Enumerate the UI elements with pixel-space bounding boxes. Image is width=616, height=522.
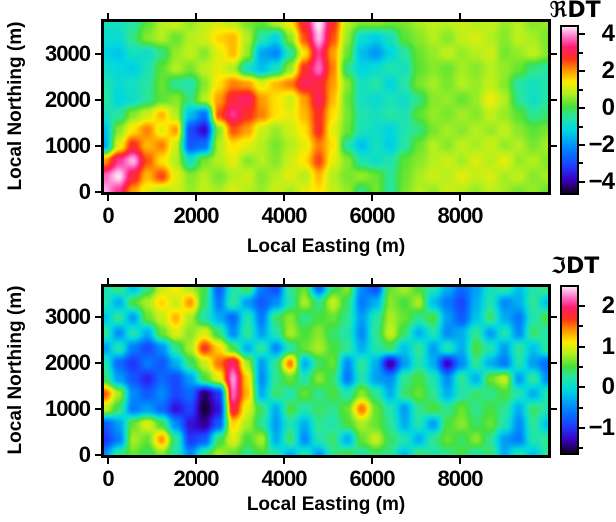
- y-tick-mark-right: [551, 53, 557, 55]
- x-tick-mark-top: [283, 13, 285, 19]
- colorbar-minor-tick-mark: [579, 447, 583, 449]
- x-tick-label: 2000: [173, 203, 220, 228]
- x-tick-label: 4000: [261, 466, 308, 491]
- colorbar-minor-tick-mark: [579, 89, 583, 91]
- x-tick-label: 6000: [349, 203, 396, 228]
- y-tick-mark-right: [551, 316, 557, 318]
- x-tick-label: 6000: [349, 466, 396, 491]
- x-tick-mark-top: [459, 13, 461, 19]
- y-tick-label: 2000: [45, 350, 91, 375]
- y-tick-mark-right: [551, 362, 557, 364]
- y-tick-mark: [95, 362, 101, 364]
- y-tick-label: 3000: [45, 41, 91, 66]
- x-tick-mark: [283, 458, 285, 464]
- colorbar-tick-label: 0: [601, 94, 615, 121]
- colorbar-tick-mark: [579, 70, 585, 72]
- x-tick-mark-top: [371, 278, 373, 284]
- colorbar-minor-tick-mark: [579, 325, 583, 327]
- colorbar-minor-tick-mark: [579, 126, 583, 128]
- y-tick-label: 0: [78, 179, 91, 204]
- colorbar-title-imag: ℑDT: [550, 254, 600, 279]
- y-tick-mark: [95, 53, 101, 55]
- colorbar-tick-label: 1: [601, 333, 615, 360]
- heatmap-imag: [104, 287, 548, 455]
- y-tick-mark: [95, 408, 101, 410]
- x-tick-mark: [107, 195, 109, 201]
- colorbar-minor-tick-mark: [579, 162, 583, 164]
- y-tick-label: 2000: [45, 87, 91, 112]
- x-tick-mark: [283, 195, 285, 201]
- x-axis-label-imag: Local Easting (m): [246, 494, 406, 515]
- colorbar-tick-label: 2: [601, 57, 615, 84]
- colorbar-tick-mark: [579, 181, 585, 183]
- y-tick-mark-right: [551, 145, 557, 147]
- colorbar-tick-label: 4: [601, 20, 615, 47]
- y-tick-label: 0: [78, 442, 91, 467]
- heatmap-frame-imag: [101, 284, 551, 458]
- x-tick-mark-top: [195, 13, 197, 19]
- colorbar-minor-tick-mark: [579, 366, 583, 368]
- x-tick-label: 0: [102, 203, 114, 228]
- x-tick-label: 4000: [261, 203, 308, 228]
- colorbar-frame-real: [560, 25, 579, 195]
- colorbar-tick-label: −4: [588, 168, 615, 195]
- y-tick-mark: [95, 191, 101, 193]
- y-tick-label: 1000: [45, 133, 91, 158]
- x-tick-mark: [107, 458, 109, 464]
- colorbar-minor-tick-mark: [579, 407, 583, 409]
- colorbar-imag: [562, 287, 577, 453]
- x-tick-mark: [195, 458, 197, 464]
- x-tick-mark: [371, 458, 373, 464]
- colorbar-real: [562, 27, 577, 193]
- x-tick-mark-top: [195, 278, 197, 284]
- x-tick-mark-top: [107, 13, 109, 19]
- x-tick-label: 8000: [437, 466, 484, 491]
- y-tick-mark: [95, 99, 101, 101]
- x-tick-mark: [459, 458, 461, 464]
- x-tick-mark: [459, 195, 461, 201]
- colorbar-tick-mark: [579, 386, 585, 388]
- colorbar-frame-imag: [560, 285, 579, 455]
- x-tick-mark-top: [107, 278, 109, 284]
- heatmap-real: [104, 22, 548, 192]
- x-tick-mark-top: [459, 278, 461, 284]
- colorbar-tick-mark: [579, 144, 585, 146]
- y-tick-label: 1000: [45, 396, 91, 421]
- x-tick-mark: [371, 195, 373, 201]
- colorbar-tick-mark: [579, 107, 585, 109]
- colorbar-tick-mark: [579, 346, 585, 348]
- y-tick-mark: [95, 145, 101, 147]
- y-tick-mark-right: [551, 99, 557, 101]
- colorbar-tick-label: 0: [601, 373, 615, 400]
- x-tick-label: 2000: [173, 466, 220, 491]
- heatmap-frame-real: [101, 19, 551, 195]
- x-tick-mark: [195, 195, 197, 201]
- colorbar-tick-label: 2: [601, 292, 615, 319]
- colorbar-tick-label: −1: [588, 414, 615, 441]
- colorbar-tick-label: −2: [588, 131, 615, 158]
- x-axis-label-real: Local Easting (m): [246, 236, 406, 257]
- colorbar-tick-mark: [579, 33, 585, 35]
- y-tick-mark: [95, 454, 101, 456]
- y-tick-mark: [95, 316, 101, 318]
- colorbar-tick-mark: [579, 427, 585, 429]
- y-tick-mark-right: [551, 408, 557, 410]
- x-tick-mark-top: [283, 278, 285, 284]
- y-tick-label: 3000: [45, 304, 91, 329]
- colorbar-minor-tick-mark: [579, 52, 583, 54]
- x-tick-mark-top: [371, 13, 373, 19]
- colorbar-title-real: ℜDT: [549, 0, 601, 23]
- x-tick-label: 8000: [437, 203, 484, 228]
- colorbar-tick-mark: [579, 305, 585, 307]
- x-tick-label: 0: [102, 466, 114, 491]
